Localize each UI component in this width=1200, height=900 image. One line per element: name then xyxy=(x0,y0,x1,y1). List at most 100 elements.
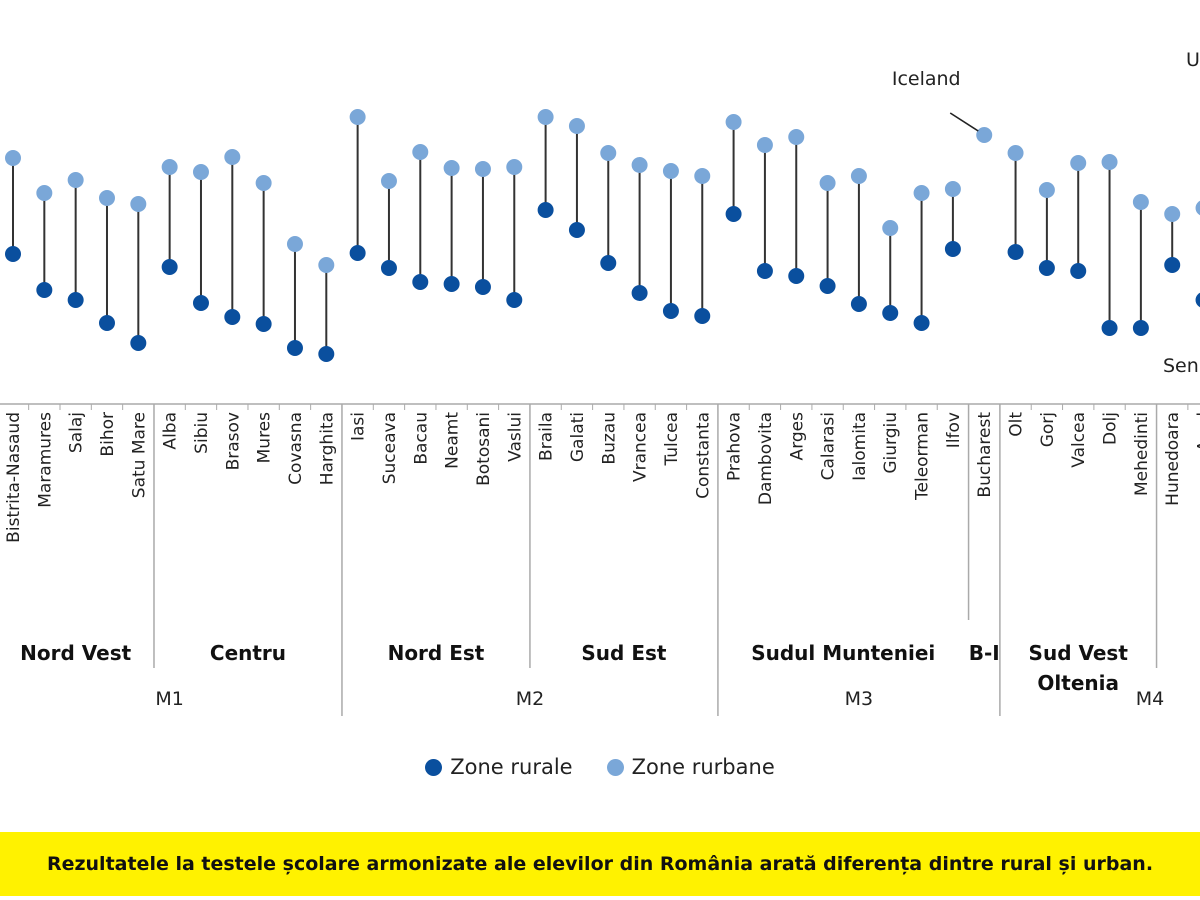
legend-urban-dot-icon xyxy=(606,758,624,776)
point-rural-constanta xyxy=(694,308,711,324)
point-rural-olt xyxy=(1007,244,1024,260)
point-rural-iasi xyxy=(349,245,366,261)
point-rural-prahova xyxy=(725,206,742,222)
tick-label-neamt: Neamt xyxy=(443,412,463,469)
x-axis xyxy=(0,403,1200,410)
point-urban-satu mare xyxy=(130,196,147,212)
tick-label-giurgiu: Giurgiu xyxy=(881,412,901,474)
region-label-b-i: B-I xyxy=(969,641,1000,665)
point-rural-covasna xyxy=(286,340,303,356)
point-rural-buzau xyxy=(600,255,617,271)
point-rural-vaslui xyxy=(506,292,523,308)
point-rural-bihor xyxy=(98,315,115,331)
annotation-cutoff-bottom: Sen xyxy=(1163,355,1199,377)
point-rural-giurgiu xyxy=(882,305,899,321)
point-rural-vrancea xyxy=(631,285,648,301)
point-urban-brasov xyxy=(224,149,241,165)
point-urban-braila xyxy=(537,109,554,125)
point-urban-teleorman xyxy=(913,185,930,201)
point-urban-galati xyxy=(568,118,585,134)
point-rural-braila xyxy=(537,202,554,218)
region-labels: Nord Vest Centru Nord Est Sud Est Sudul Munt… xyxy=(20,404,1164,716)
point-rural-neamt xyxy=(443,276,460,292)
point-rural-harghita xyxy=(318,346,335,362)
point-rural-suceava xyxy=(380,260,397,276)
dumbbell-chart: Bistrita-Nasaud Maramures Salaj Bihor Satu M… xyxy=(0,49,1200,716)
tick-label-vaslui: Vaslui xyxy=(505,412,525,462)
point-urban-maramures xyxy=(36,185,53,201)
tick-label-dolj: Dolj xyxy=(1101,412,1121,445)
point-rural-ilfov xyxy=(944,241,961,257)
tick-label-hunedoara: Hunedoara xyxy=(1163,412,1183,506)
points xyxy=(5,109,1200,362)
point-urban-buzau xyxy=(600,145,617,161)
legend-rural-label: Zone rurale xyxy=(450,755,573,779)
legend-item-urban[interactable]: Zone rurbane xyxy=(606,755,775,779)
point-urban-iasi xyxy=(349,109,366,125)
point-rural-mures xyxy=(255,316,272,332)
point-rural-arad xyxy=(1195,292,1200,308)
point-rural-valcea xyxy=(1070,263,1087,279)
annotations: Iceland U Sen xyxy=(892,49,1200,377)
tick-label-olt: Olt xyxy=(1007,412,1027,437)
point-urban-calarasi xyxy=(819,175,836,191)
tick-label-gorj: Gorj xyxy=(1038,412,1058,447)
point-rural-arges xyxy=(788,268,805,284)
point-urban-hunedoara xyxy=(1164,206,1181,222)
point-urban-arad xyxy=(1195,200,1200,216)
legend: Zone rurale Zone rurbane xyxy=(0,755,1200,779)
point-rural-galati xyxy=(568,222,585,238)
point-rural-brasov xyxy=(224,309,241,325)
region-label-nord-vest: Nord Vest xyxy=(20,641,131,665)
annotation-cutoff-top: U xyxy=(1186,49,1200,71)
point-urban-prahova xyxy=(725,114,742,130)
point-rural-botosani xyxy=(474,279,491,295)
point-urban-harghita xyxy=(318,257,335,273)
point-urban-constanta xyxy=(694,168,711,184)
tick-label-suceava: Suceava xyxy=(380,412,400,484)
stems xyxy=(12,117,1174,354)
point-urban-vrancea xyxy=(631,157,648,173)
point-rural-maramures xyxy=(36,282,53,298)
tick-label-sibiu: Sibiu xyxy=(192,412,212,454)
tick-label-arad: Arad xyxy=(1195,412,1200,452)
legend-urban-label: Zone rurbane xyxy=(631,755,775,779)
tick-label-buzau: Buzau xyxy=(599,412,619,465)
tick-label-vrancea: Vrancea xyxy=(631,412,651,482)
point-urban-ilfov xyxy=(944,181,961,197)
point-rural-sibiu xyxy=(192,295,209,311)
point-urban-covasna xyxy=(286,236,303,252)
point-rural-bistrita-nasaud xyxy=(5,246,21,262)
region-label-sud-est: Sud Est xyxy=(581,641,666,665)
point-urban-dambovita xyxy=(756,137,773,153)
tick-label-satu mare: Satu Mare xyxy=(129,412,149,498)
legend-item-rural[interactable]: Zone rurale xyxy=(425,755,573,779)
region-label-nord-est: Nord Est xyxy=(388,641,485,665)
point-urban-bihor xyxy=(98,190,115,206)
point-urban-olt xyxy=(1007,145,1024,161)
macro-label-m4: M4 xyxy=(1136,688,1164,710)
tick-label-salaj: Salaj xyxy=(67,412,87,453)
point-urban-sibiu xyxy=(192,164,209,180)
point-urban-giurgiu xyxy=(882,220,899,236)
tick-labels: Bistrita-Nasaud Maramures Salaj Bihor Satu M… xyxy=(4,412,1200,543)
annotation-iceland: Iceland xyxy=(892,68,961,90)
tick-label-braila: Braila xyxy=(537,412,557,461)
point-urban-neamt xyxy=(443,160,460,176)
tick-label-ilfov: Ilfov xyxy=(944,412,964,448)
point-rural-dambovita xyxy=(756,263,773,279)
region-label-centru: Centru xyxy=(210,641,286,665)
point-urban-suceava xyxy=(380,173,397,189)
point-rural-salaj xyxy=(67,292,84,308)
region-label-sudul-munteniei: Sudul Munteniei xyxy=(751,641,935,665)
macro-label-m1: M1 xyxy=(155,688,183,710)
caption-text: Rezultatele la testele școlare armonizat… xyxy=(46,853,1154,875)
tick-label-teleorman: Teleorman xyxy=(913,412,933,501)
tick-label-calarasi: Calarasi xyxy=(819,412,839,480)
point-rural-gorj xyxy=(1038,260,1055,276)
tick-label-valcea: Valcea xyxy=(1069,412,1089,468)
tick-label-covasna: Covasna xyxy=(286,412,306,485)
tick-label-maramures: Maramures xyxy=(35,412,55,508)
point-urban-vaslui xyxy=(506,159,523,175)
tick-label-bistrita-nasaud: Bistrita-Nasaud xyxy=(4,412,24,543)
